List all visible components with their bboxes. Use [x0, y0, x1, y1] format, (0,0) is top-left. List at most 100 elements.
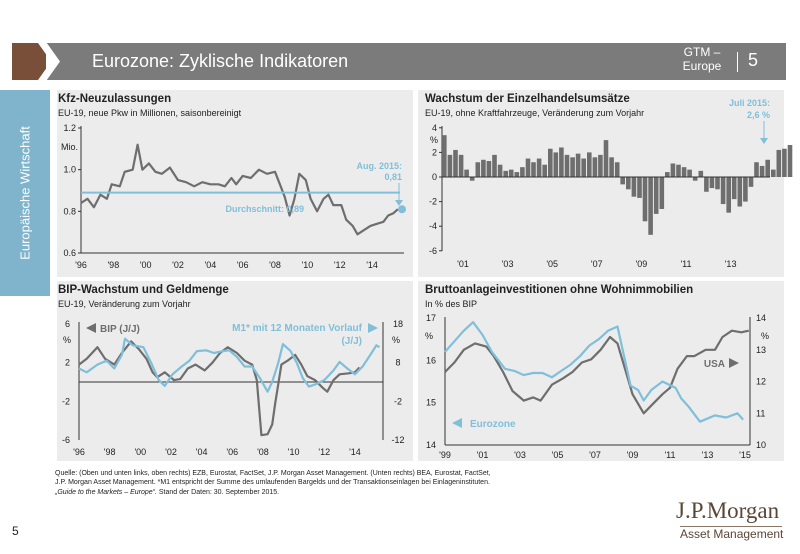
bar	[737, 177, 743, 207]
bar	[503, 170, 508, 177]
bar	[676, 164, 681, 177]
page-number: 5	[12, 524, 19, 538]
bar	[681, 167, 687, 177]
bar	[508, 169, 514, 177]
bar	[648, 177, 653, 235]
x-tick-label: '07	[589, 450, 601, 460]
bar	[659, 177, 665, 209]
right-y-tick-label: 12	[756, 377, 766, 387]
bar	[787, 145, 793, 177]
bar	[637, 177, 642, 198]
bar	[698, 170, 704, 177]
jpmorgan-logo: J.P.Morgan	[676, 498, 780, 523]
chart-title: Kfz-Neuzulassungen	[58, 93, 172, 105]
bar	[771, 169, 776, 177]
right-y-tick-label: 13	[756, 345, 766, 355]
x-tick-label: '98	[104, 447, 116, 457]
bar	[665, 172, 670, 177]
y-tick-label: -2	[429, 197, 437, 207]
bar	[469, 177, 475, 181]
bar	[575, 153, 581, 177]
source-footnote: Quelle: (Oben und unten links, oben rech…	[55, 469, 615, 497]
bar	[754, 162, 759, 177]
x-tick-label: '06	[237, 260, 249, 270]
x-tick-label: '05	[552, 450, 564, 460]
x-tick-label: '02	[172, 260, 184, 270]
bar	[620, 177, 625, 185]
bar	[642, 177, 648, 222]
bar	[626, 177, 631, 190]
left-y-tick-label: -2	[62, 396, 70, 406]
y-tick-label: 4	[432, 123, 437, 133]
chart-subtitle: In % des BIP	[425, 299, 478, 309]
x-tick-label: '04	[196, 447, 208, 457]
right-y-tick-label: -2	[394, 396, 402, 406]
gtm-label: GTM –	[683, 45, 721, 59]
x-tick-label: '06	[226, 447, 238, 457]
x-tick-label: '02	[165, 447, 177, 457]
bar	[726, 177, 731, 213]
x-tick-label: '96	[73, 447, 85, 457]
bar	[486, 161, 492, 177]
bar	[598, 154, 603, 177]
bar	[536, 158, 542, 177]
bar	[497, 164, 503, 177]
x-tick-label: '98	[107, 260, 119, 270]
x-tick-label: '12	[318, 447, 330, 457]
series-line-car-registrations	[80, 143, 399, 236]
region-label: Europe	[682, 59, 722, 73]
y-tick-label: 0.8	[63, 206, 76, 216]
bar	[720, 177, 726, 205]
last-value-marker	[398, 205, 406, 214]
x-tick-label: '11	[680, 259, 691, 269]
x-tick-label: '13	[702, 450, 714, 460]
legend-arrow-left-icon	[452, 418, 462, 428]
x-tick-label: '14	[366, 260, 378, 270]
legend-label-eurozone: Eurozone	[470, 419, 516, 430]
x-tick-label: '12	[334, 260, 346, 270]
footnote-line: Quelle: (Oben und unten links, oben rech…	[55, 470, 491, 477]
bar	[653, 177, 659, 214]
bar	[609, 157, 614, 177]
left-y-tick-label: 6	[65, 319, 70, 329]
chart-title: Wachstum der Einzelhandelsumsätze	[425, 93, 630, 105]
y-tick-label: -4	[429, 221, 437, 231]
annotation-label: Aug. 2015:	[356, 161, 402, 171]
bar	[581, 158, 586, 177]
bar	[614, 162, 620, 177]
right-y-tick-label: 18	[393, 319, 403, 329]
bar	[481, 159, 486, 177]
bar	[782, 148, 787, 177]
bar	[692, 177, 698, 181]
bar	[453, 149, 458, 177]
chart-subtitle: EU-19, ohne Kraftfahrzeuge, Veränderung …	[425, 108, 645, 118]
footnote-guide-title: „Guide to the Markets – Europe“.	[55, 488, 157, 496]
bar	[570, 157, 575, 177]
right-y-unit-label: %	[392, 335, 400, 345]
annotation-label: Juli 2015:	[729, 98, 770, 108]
legend-arrow-left-icon	[86, 323, 96, 333]
left-y-tick-label: 14	[426, 440, 436, 450]
x-tick-label: '09	[627, 450, 639, 460]
bar	[704, 177, 709, 192]
x-tick-label: '05	[546, 259, 558, 269]
logo-subtitle: Asset Management	[680, 527, 784, 541]
x-tick-label: '01	[477, 450, 489, 460]
x-tick-label: '13	[725, 259, 737, 269]
left-y-unit-label: %	[425, 331, 433, 341]
bar	[748, 177, 754, 187]
x-tick-label: '04	[204, 260, 216, 270]
x-tick-label: '11	[664, 450, 675, 460]
x-tick-label: '00	[140, 260, 152, 270]
bar	[592, 157, 598, 177]
legend-arrow-right-icon	[729, 358, 739, 368]
bar	[542, 164, 547, 177]
bar	[631, 177, 637, 197]
left-y-tick-label: -6	[62, 435, 70, 445]
legend-arrow-right-icon	[368, 323, 378, 333]
x-tick-label: '09	[636, 259, 648, 269]
logo-divider	[680, 526, 782, 527]
chart-title: BIP-Wachstum und Geldmenge	[58, 284, 229, 296]
bar	[520, 167, 525, 177]
